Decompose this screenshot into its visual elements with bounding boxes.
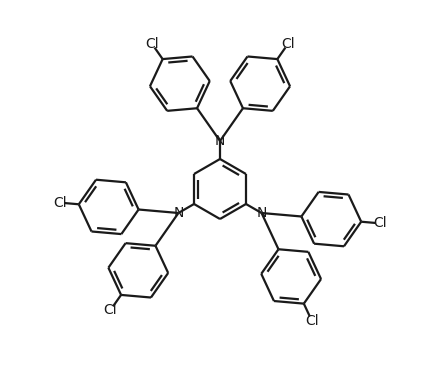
Text: Cl: Cl — [282, 37, 295, 51]
Text: Cl: Cl — [373, 216, 387, 230]
Text: N: N — [173, 206, 183, 220]
Text: N: N — [257, 206, 267, 220]
Text: Cl: Cl — [305, 314, 319, 328]
Text: Cl: Cl — [103, 304, 117, 318]
Text: Cl: Cl — [145, 37, 158, 51]
Text: Cl: Cl — [53, 196, 67, 210]
Text: N: N — [215, 134, 225, 148]
